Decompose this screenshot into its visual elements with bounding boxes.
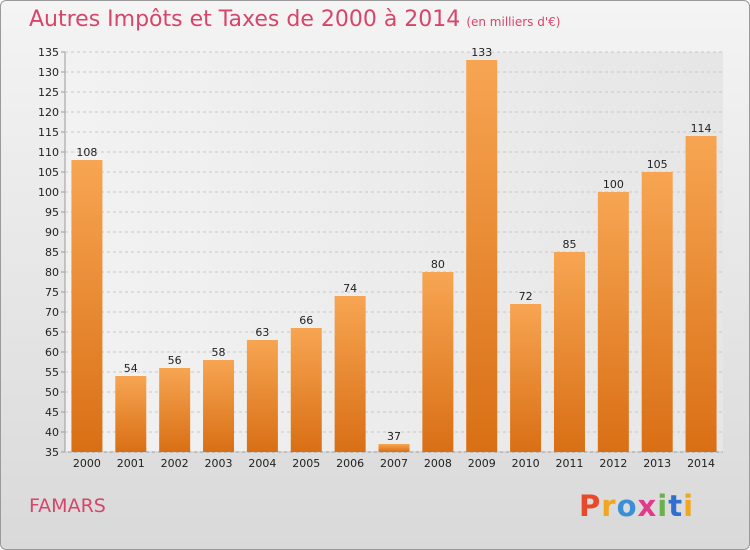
x-tick-label: 2000 — [73, 457, 101, 470]
title-text: Autres Impôts et Taxes de 2000 à 2014 — [29, 7, 461, 32]
y-tick-label: 70 — [45, 306, 59, 319]
data-label: 74 — [343, 282, 357, 295]
y-tick-label: 50 — [45, 386, 59, 399]
y-axis-ticks: 35 40 45 50 55 60 65 70 75 80 85 90 95 100 105 110 115 12… — [38, 46, 65, 459]
proxiti-logo: Proxiti — [579, 489, 694, 523]
bar — [510, 304, 542, 452]
bar — [246, 340, 278, 452]
y-tick-label: 135 — [38, 46, 59, 59]
bar — [159, 368, 191, 452]
x-tick-label: 2001 — [117, 457, 145, 470]
bar — [115, 376, 147, 452]
logo-letter: i — [657, 489, 669, 523]
bar — [553, 252, 585, 452]
data-label: 133 — [471, 46, 492, 59]
y-tick-label: 100 — [38, 186, 59, 199]
y-tick-label: 60 — [45, 346, 59, 359]
y-tick-label: 95 — [45, 206, 59, 219]
y-tick-label: 65 — [45, 326, 59, 339]
bar — [466, 60, 498, 452]
x-tick-label: 2007 — [380, 457, 408, 470]
x-tick-label: 2004 — [248, 457, 276, 470]
y-tick-label: 105 — [38, 166, 59, 179]
y-tick-label: 115 — [38, 126, 59, 139]
y-tick-label: 55 — [45, 366, 59, 379]
value-labels: 108 54 56 58 63 66 74 37 80 133 72 85 100 105 114 — [76, 46, 711, 443]
logo-letter: P — [579, 489, 602, 523]
y-tick-label: 45 — [45, 406, 59, 419]
bar — [334, 296, 366, 452]
x-tick-label: 2013 — [643, 457, 671, 470]
y-tick-label: 90 — [45, 226, 59, 239]
x-tick-label: 2014 — [687, 457, 715, 470]
y-tick-label: 110 — [38, 146, 59, 159]
x-axis-ticks: 2000 2001 2002 2003 2004 2005 2006 2007 2008 2009… — [73, 457, 715, 470]
data-label: 66 — [299, 314, 313, 327]
y-tick-label: 130 — [38, 66, 59, 79]
bar — [290, 328, 322, 452]
data-label: 85 — [562, 238, 576, 251]
logo-letter: i — [683, 489, 695, 523]
bar — [378, 444, 410, 452]
data-label: 72 — [519, 290, 533, 303]
logo-letter: t — [668, 489, 684, 523]
data-label: 105 — [647, 158, 668, 171]
x-tick-label: 2003 — [205, 457, 233, 470]
bar — [422, 272, 454, 452]
x-tick-label: 2008 — [424, 457, 452, 470]
data-label: 37 — [387, 430, 401, 443]
y-tick-label: 80 — [45, 266, 59, 279]
bar — [641, 172, 673, 452]
data-label: 58 — [212, 346, 226, 359]
city-name: FAMARS — [29, 495, 106, 517]
chart-title: Autres Impôts et Taxes de 2000 à 2014 (en… — [29, 7, 560, 32]
y-tick-label: 40 — [45, 426, 59, 439]
data-label: 100 — [603, 178, 624, 191]
chart-subtitle: (en milliers d'€) — [466, 15, 561, 29]
y-tick-label: 125 — [38, 86, 59, 99]
bar — [71, 160, 103, 452]
y-tick-label: 120 — [38, 106, 59, 119]
x-tick-label: 2006 — [336, 457, 364, 470]
bar — [203, 360, 235, 452]
x-tick-label: 2011 — [555, 457, 583, 470]
logo-letter: x — [637, 489, 658, 523]
data-label: 54 — [124, 362, 138, 375]
x-tick-label: 2009 — [468, 457, 496, 470]
x-tick-label: 2005 — [292, 457, 320, 470]
data-label: 63 — [255, 326, 269, 339]
x-tick-label: 2010 — [512, 457, 540, 470]
x-tick-label: 2012 — [599, 457, 627, 470]
y-tick-label: 75 — [45, 286, 59, 299]
bar — [597, 192, 629, 452]
bar — [685, 136, 717, 452]
bars — [71, 60, 717, 452]
y-tick-label: 85 — [45, 246, 59, 259]
data-label: 80 — [431, 258, 445, 271]
logo-letter: o — [616, 489, 638, 523]
data-label: 114 — [691, 122, 712, 135]
x-tick-label: 2002 — [161, 457, 189, 470]
logo-letter: r — [601, 489, 617, 523]
data-label: 56 — [168, 354, 182, 367]
data-label: 108 — [76, 146, 97, 159]
y-tick-label: 35 — [45, 446, 59, 459]
